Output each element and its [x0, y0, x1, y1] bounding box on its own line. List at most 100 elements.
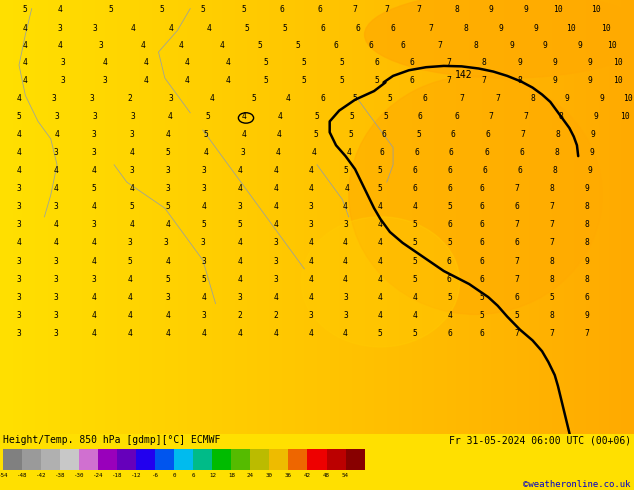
Text: 9: 9 — [589, 148, 594, 157]
Text: 3: 3 — [53, 148, 58, 157]
Text: 6: 6 — [479, 329, 484, 338]
Text: 7: 7 — [416, 5, 421, 14]
Text: 4: 4 — [167, 112, 172, 121]
Text: 5: 5 — [16, 112, 22, 121]
Text: 7: 7 — [514, 329, 519, 338]
Text: 6: 6 — [391, 24, 396, 33]
Text: 4: 4 — [207, 24, 212, 33]
Text: 9: 9 — [584, 257, 589, 266]
Text: 4: 4 — [184, 58, 190, 68]
Text: 4: 4 — [237, 166, 242, 175]
Text: 7: 7 — [549, 329, 554, 338]
Text: 3: 3 — [202, 311, 207, 320]
Text: 3: 3 — [91, 275, 96, 284]
Text: 4: 4 — [242, 112, 247, 121]
Text: 4: 4 — [278, 112, 283, 121]
Text: 9: 9 — [578, 41, 583, 50]
Text: 6: 6 — [280, 5, 285, 14]
Bar — [288, 449, 307, 470]
Text: 4: 4 — [378, 238, 383, 247]
Text: 4: 4 — [308, 293, 313, 301]
Bar — [98, 449, 117, 470]
Text: 3: 3 — [165, 184, 171, 193]
Text: 9: 9 — [587, 76, 592, 85]
Text: 9: 9 — [584, 311, 589, 320]
Text: 6: 6 — [381, 130, 386, 139]
Text: 6: 6 — [448, 329, 453, 338]
Text: 10: 10 — [553, 5, 563, 14]
Text: 4: 4 — [308, 184, 313, 193]
Text: 6: 6 — [321, 24, 326, 33]
Text: 4: 4 — [273, 202, 278, 211]
Text: 6: 6 — [484, 148, 489, 157]
Text: 4: 4 — [378, 257, 383, 266]
Text: 4: 4 — [343, 238, 348, 247]
Text: 4: 4 — [91, 293, 96, 301]
Text: 6: 6 — [479, 275, 484, 284]
Text: 3: 3 — [164, 238, 169, 247]
Text: 9: 9 — [489, 5, 494, 14]
Text: 4: 4 — [273, 166, 278, 175]
Text: 4: 4 — [131, 24, 136, 33]
Text: -30: -30 — [74, 472, 84, 478]
Bar — [136, 449, 155, 470]
Text: 4: 4 — [378, 293, 383, 301]
Text: -6: -6 — [152, 472, 159, 478]
Text: 4: 4 — [91, 238, 96, 247]
Text: 8: 8 — [559, 112, 564, 121]
Text: 7: 7 — [446, 58, 451, 68]
Text: -18: -18 — [112, 472, 122, 478]
Text: 4: 4 — [165, 130, 171, 139]
Text: 5: 5 — [127, 257, 133, 266]
Text: 6: 6 — [479, 184, 484, 193]
Text: 5: 5 — [165, 148, 171, 157]
Text: 5: 5 — [202, 275, 207, 284]
Text: 5: 5 — [448, 238, 453, 247]
Text: 4: 4 — [143, 76, 148, 85]
Text: 5: 5 — [23, 5, 28, 14]
Text: 4: 4 — [165, 220, 171, 229]
Text: 3: 3 — [202, 257, 207, 266]
Text: 7: 7 — [524, 112, 529, 121]
Text: 5: 5 — [448, 293, 453, 301]
Text: 4: 4 — [273, 293, 278, 301]
Text: 6: 6 — [321, 94, 326, 103]
Text: 4: 4 — [226, 76, 231, 85]
Text: 4: 4 — [169, 24, 174, 33]
Text: 5: 5 — [204, 130, 209, 139]
Text: 5: 5 — [257, 41, 262, 50]
Text: 4: 4 — [178, 41, 183, 50]
Text: 6: 6 — [479, 202, 484, 211]
Text: 10: 10 — [600, 24, 611, 33]
Text: 4: 4 — [165, 329, 171, 338]
Text: -24: -24 — [93, 472, 103, 478]
Text: 3: 3 — [308, 202, 313, 211]
Text: 6: 6 — [519, 148, 524, 157]
Text: 4: 4 — [202, 202, 207, 211]
Text: 42: 42 — [304, 472, 311, 478]
Text: 3: 3 — [16, 311, 22, 320]
Text: 2: 2 — [273, 311, 278, 320]
Text: 6: 6 — [368, 41, 373, 50]
Text: 7: 7 — [514, 275, 519, 284]
Text: 4: 4 — [53, 238, 58, 247]
Text: 4: 4 — [308, 166, 313, 175]
Text: 4: 4 — [129, 220, 134, 229]
Bar — [174, 449, 193, 470]
Text: 3: 3 — [53, 202, 58, 211]
Bar — [212, 449, 231, 470]
Text: 54: 54 — [342, 472, 349, 478]
Text: 7: 7 — [481, 76, 486, 85]
Text: 4: 4 — [308, 257, 313, 266]
Text: 8: 8 — [481, 58, 486, 68]
Text: 7: 7 — [584, 329, 589, 338]
Text: 18: 18 — [228, 472, 235, 478]
Text: 4: 4 — [378, 220, 383, 229]
Text: 9: 9 — [524, 5, 529, 14]
Text: 9: 9 — [565, 94, 570, 103]
Text: 9: 9 — [590, 130, 595, 139]
Text: 7: 7 — [549, 238, 554, 247]
Text: 5: 5 — [242, 5, 247, 14]
Text: 5: 5 — [413, 257, 418, 266]
Text: 5: 5 — [302, 76, 307, 85]
